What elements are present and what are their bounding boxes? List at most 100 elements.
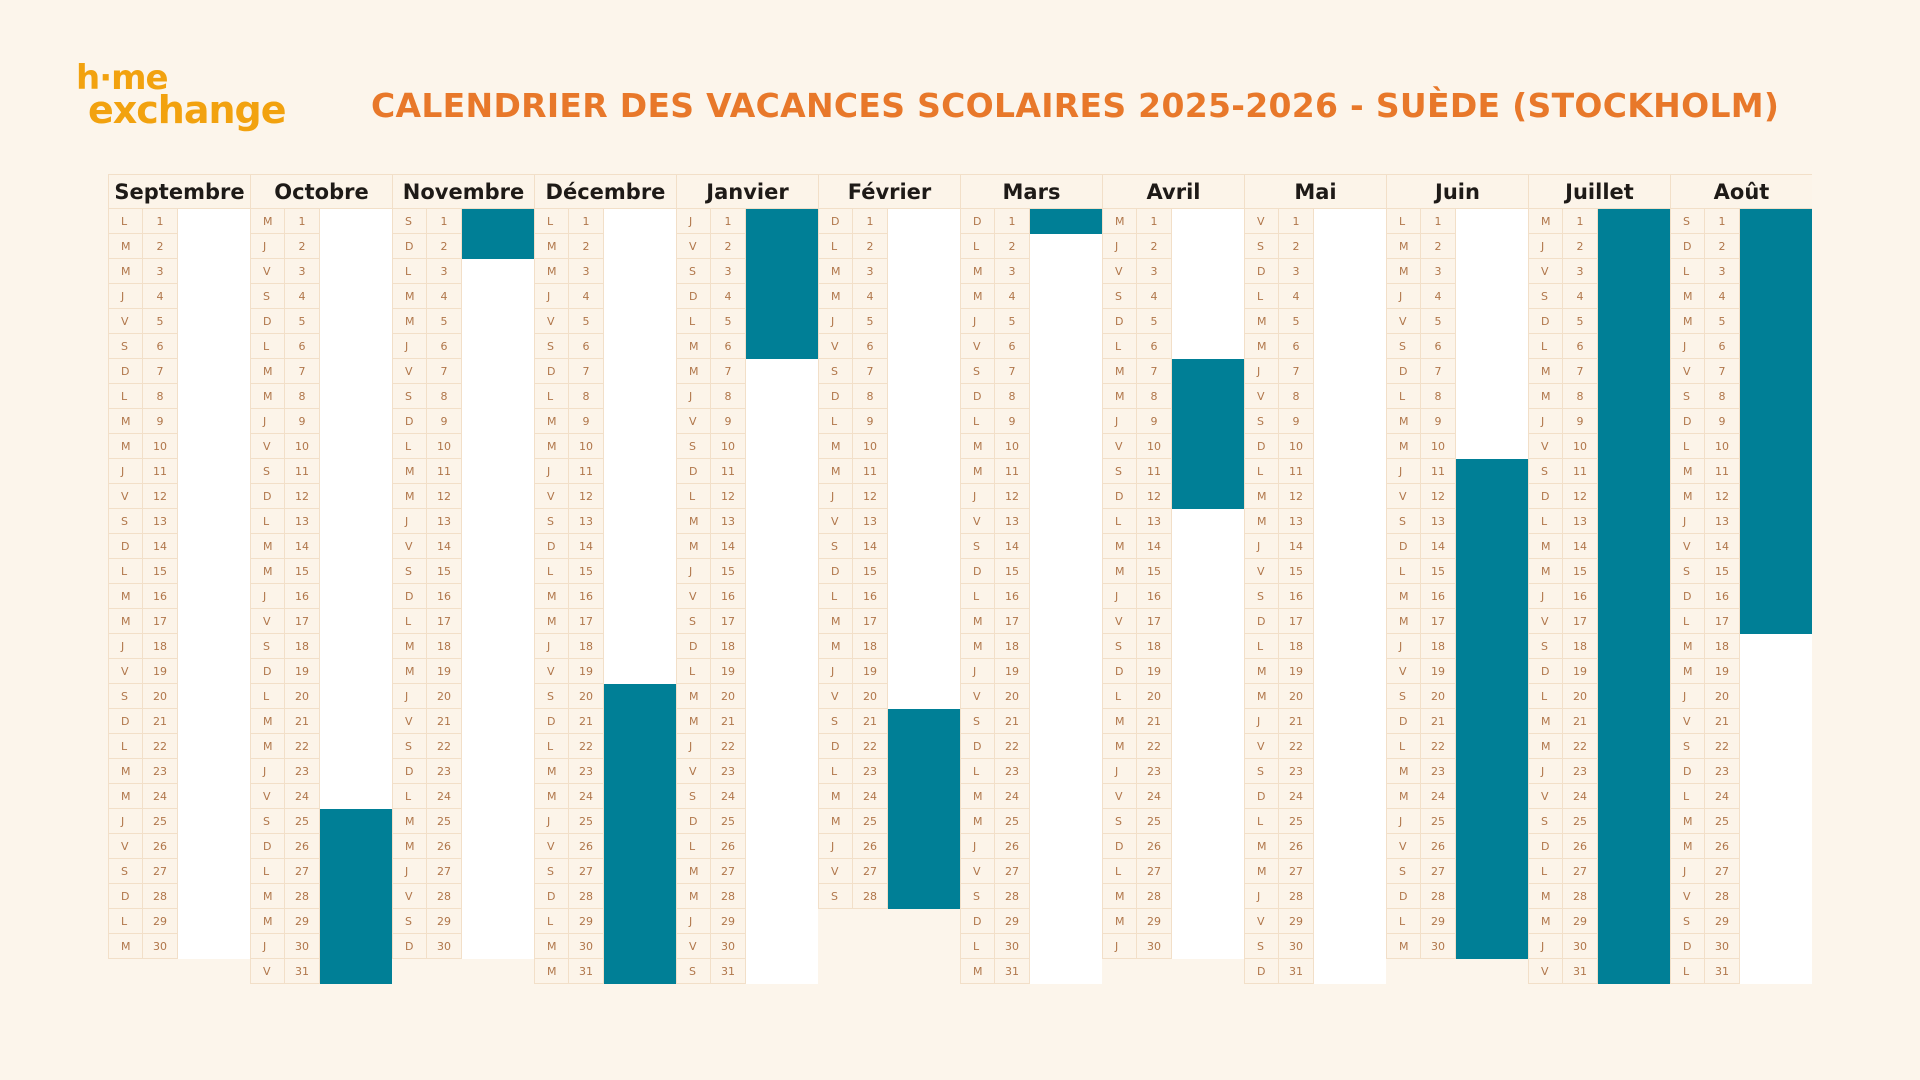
day-cell <box>1314 684 1386 709</box>
day-number: 22 <box>427 734 462 759</box>
day-number: 23 <box>995 759 1030 784</box>
day-cell <box>178 909 250 934</box>
day-row: 10 <box>1244 434 1386 459</box>
day-cell <box>604 659 676 684</box>
weekday-cell <box>1528 284 1563 309</box>
day-number: 23 <box>569 759 604 784</box>
weekday-cell <box>250 209 285 234</box>
day-number: 15 <box>1563 559 1598 584</box>
day-row: 19 <box>108 659 250 684</box>
day-number: 19 <box>143 659 178 684</box>
day-row: 25 <box>392 809 534 834</box>
weekday-cell <box>1528 434 1563 459</box>
day-cell <box>1172 709 1244 734</box>
day-cell <box>1740 684 1812 709</box>
weekday-cell <box>818 684 853 709</box>
holiday-marker <box>1740 334 1812 359</box>
weekday-cell <box>392 384 427 409</box>
weekday-letters-column: MJVSDLMMJVSDLMMJVSDLMMJVSDLMMJ <box>1115 209 1125 959</box>
holiday-marker <box>746 309 818 334</box>
weekday-cell <box>392 509 427 534</box>
day-row: 21 <box>1244 709 1386 734</box>
weekday-cell <box>534 859 569 884</box>
day-row: 3 <box>1102 259 1244 284</box>
day-row: 28 <box>1670 884 1812 909</box>
day-row: 28 <box>1386 884 1528 909</box>
day-row: 10 <box>1386 434 1528 459</box>
day-number: 22 <box>853 734 888 759</box>
day-row: 18 <box>392 634 534 659</box>
weekday-cell <box>1670 784 1705 809</box>
day-number: 1 <box>1563 209 1598 234</box>
day-row: 5 <box>1386 309 1528 334</box>
day-number: 20 <box>285 684 320 709</box>
day-number: 7 <box>1421 359 1456 384</box>
day-row: 10 <box>108 434 250 459</box>
weekday-cell <box>1244 309 1279 334</box>
weekday-cell <box>676 809 711 834</box>
weekday-cell <box>818 859 853 884</box>
day-number: 17 <box>1137 609 1172 634</box>
weekday-cell <box>534 434 569 459</box>
day-cell <box>178 934 250 959</box>
day-cell <box>604 234 676 259</box>
weekday-cell <box>960 659 995 684</box>
day-cell <box>1172 209 1244 234</box>
day-cell <box>1030 909 1102 934</box>
day-row: 27 <box>676 859 818 884</box>
day-cell <box>178 509 250 534</box>
weekday-cell <box>1670 259 1705 284</box>
day-row: 2 <box>1528 234 1670 259</box>
day-number: 31 <box>1705 959 1740 984</box>
weekday-cell <box>1670 384 1705 409</box>
day-row: 5 <box>1244 309 1386 334</box>
holiday-marker <box>1740 284 1812 309</box>
day-row: 18 <box>676 634 818 659</box>
day-number: 4 <box>1563 284 1598 309</box>
holiday-marker <box>1172 434 1244 459</box>
day-cell <box>462 309 534 334</box>
day-row: 19 <box>1244 659 1386 684</box>
weekday-cell <box>250 534 285 559</box>
weekday-cell <box>108 734 143 759</box>
holiday-marker <box>1598 959 1670 984</box>
holiday-marker <box>1740 459 1812 484</box>
weekday-cell <box>250 234 285 259</box>
day-cell <box>1314 459 1386 484</box>
day-row: 14 <box>818 534 960 559</box>
day-number: 25 <box>285 809 320 834</box>
day-row: 18 <box>818 634 960 659</box>
day-number: 10 <box>427 434 462 459</box>
weekday-cell <box>392 334 427 359</box>
day-number: 16 <box>1279 584 1314 609</box>
holiday-marker <box>888 734 960 759</box>
weekday-cell <box>676 534 711 559</box>
weekday-cell <box>108 759 143 784</box>
weekday-cell <box>108 334 143 359</box>
weekday-cell <box>1102 784 1137 809</box>
day-number: 8 <box>143 384 178 409</box>
day-number: 25 <box>427 809 462 834</box>
day-cell <box>1740 934 1812 959</box>
weekday-letters-column: DLMMJVSDLMMJVSDLMMJVSDLMMJVS <box>831 209 841 909</box>
day-row: 22 <box>818 734 960 759</box>
day-cell <box>1456 434 1528 459</box>
day-cell <box>1740 759 1812 784</box>
weekday-cell <box>1244 884 1279 909</box>
day-row: 1 <box>1244 209 1386 234</box>
weekday-cell <box>818 584 853 609</box>
weekday-cell <box>534 209 569 234</box>
weekday-cell <box>108 384 143 409</box>
holiday-marker <box>1598 834 1670 859</box>
day-cell <box>1030 959 1102 984</box>
day-number: 3 <box>995 259 1030 284</box>
day-cell <box>1030 809 1102 834</box>
weekday-cell <box>534 609 569 634</box>
day-row: 12 <box>392 484 534 509</box>
day-number: 24 <box>995 784 1030 809</box>
day-row: 18 <box>1102 634 1244 659</box>
day-row: 13 <box>1670 509 1812 534</box>
weekday-cell <box>1670 559 1705 584</box>
holiday-marker <box>604 859 676 884</box>
day-number: 23 <box>1421 759 1456 784</box>
